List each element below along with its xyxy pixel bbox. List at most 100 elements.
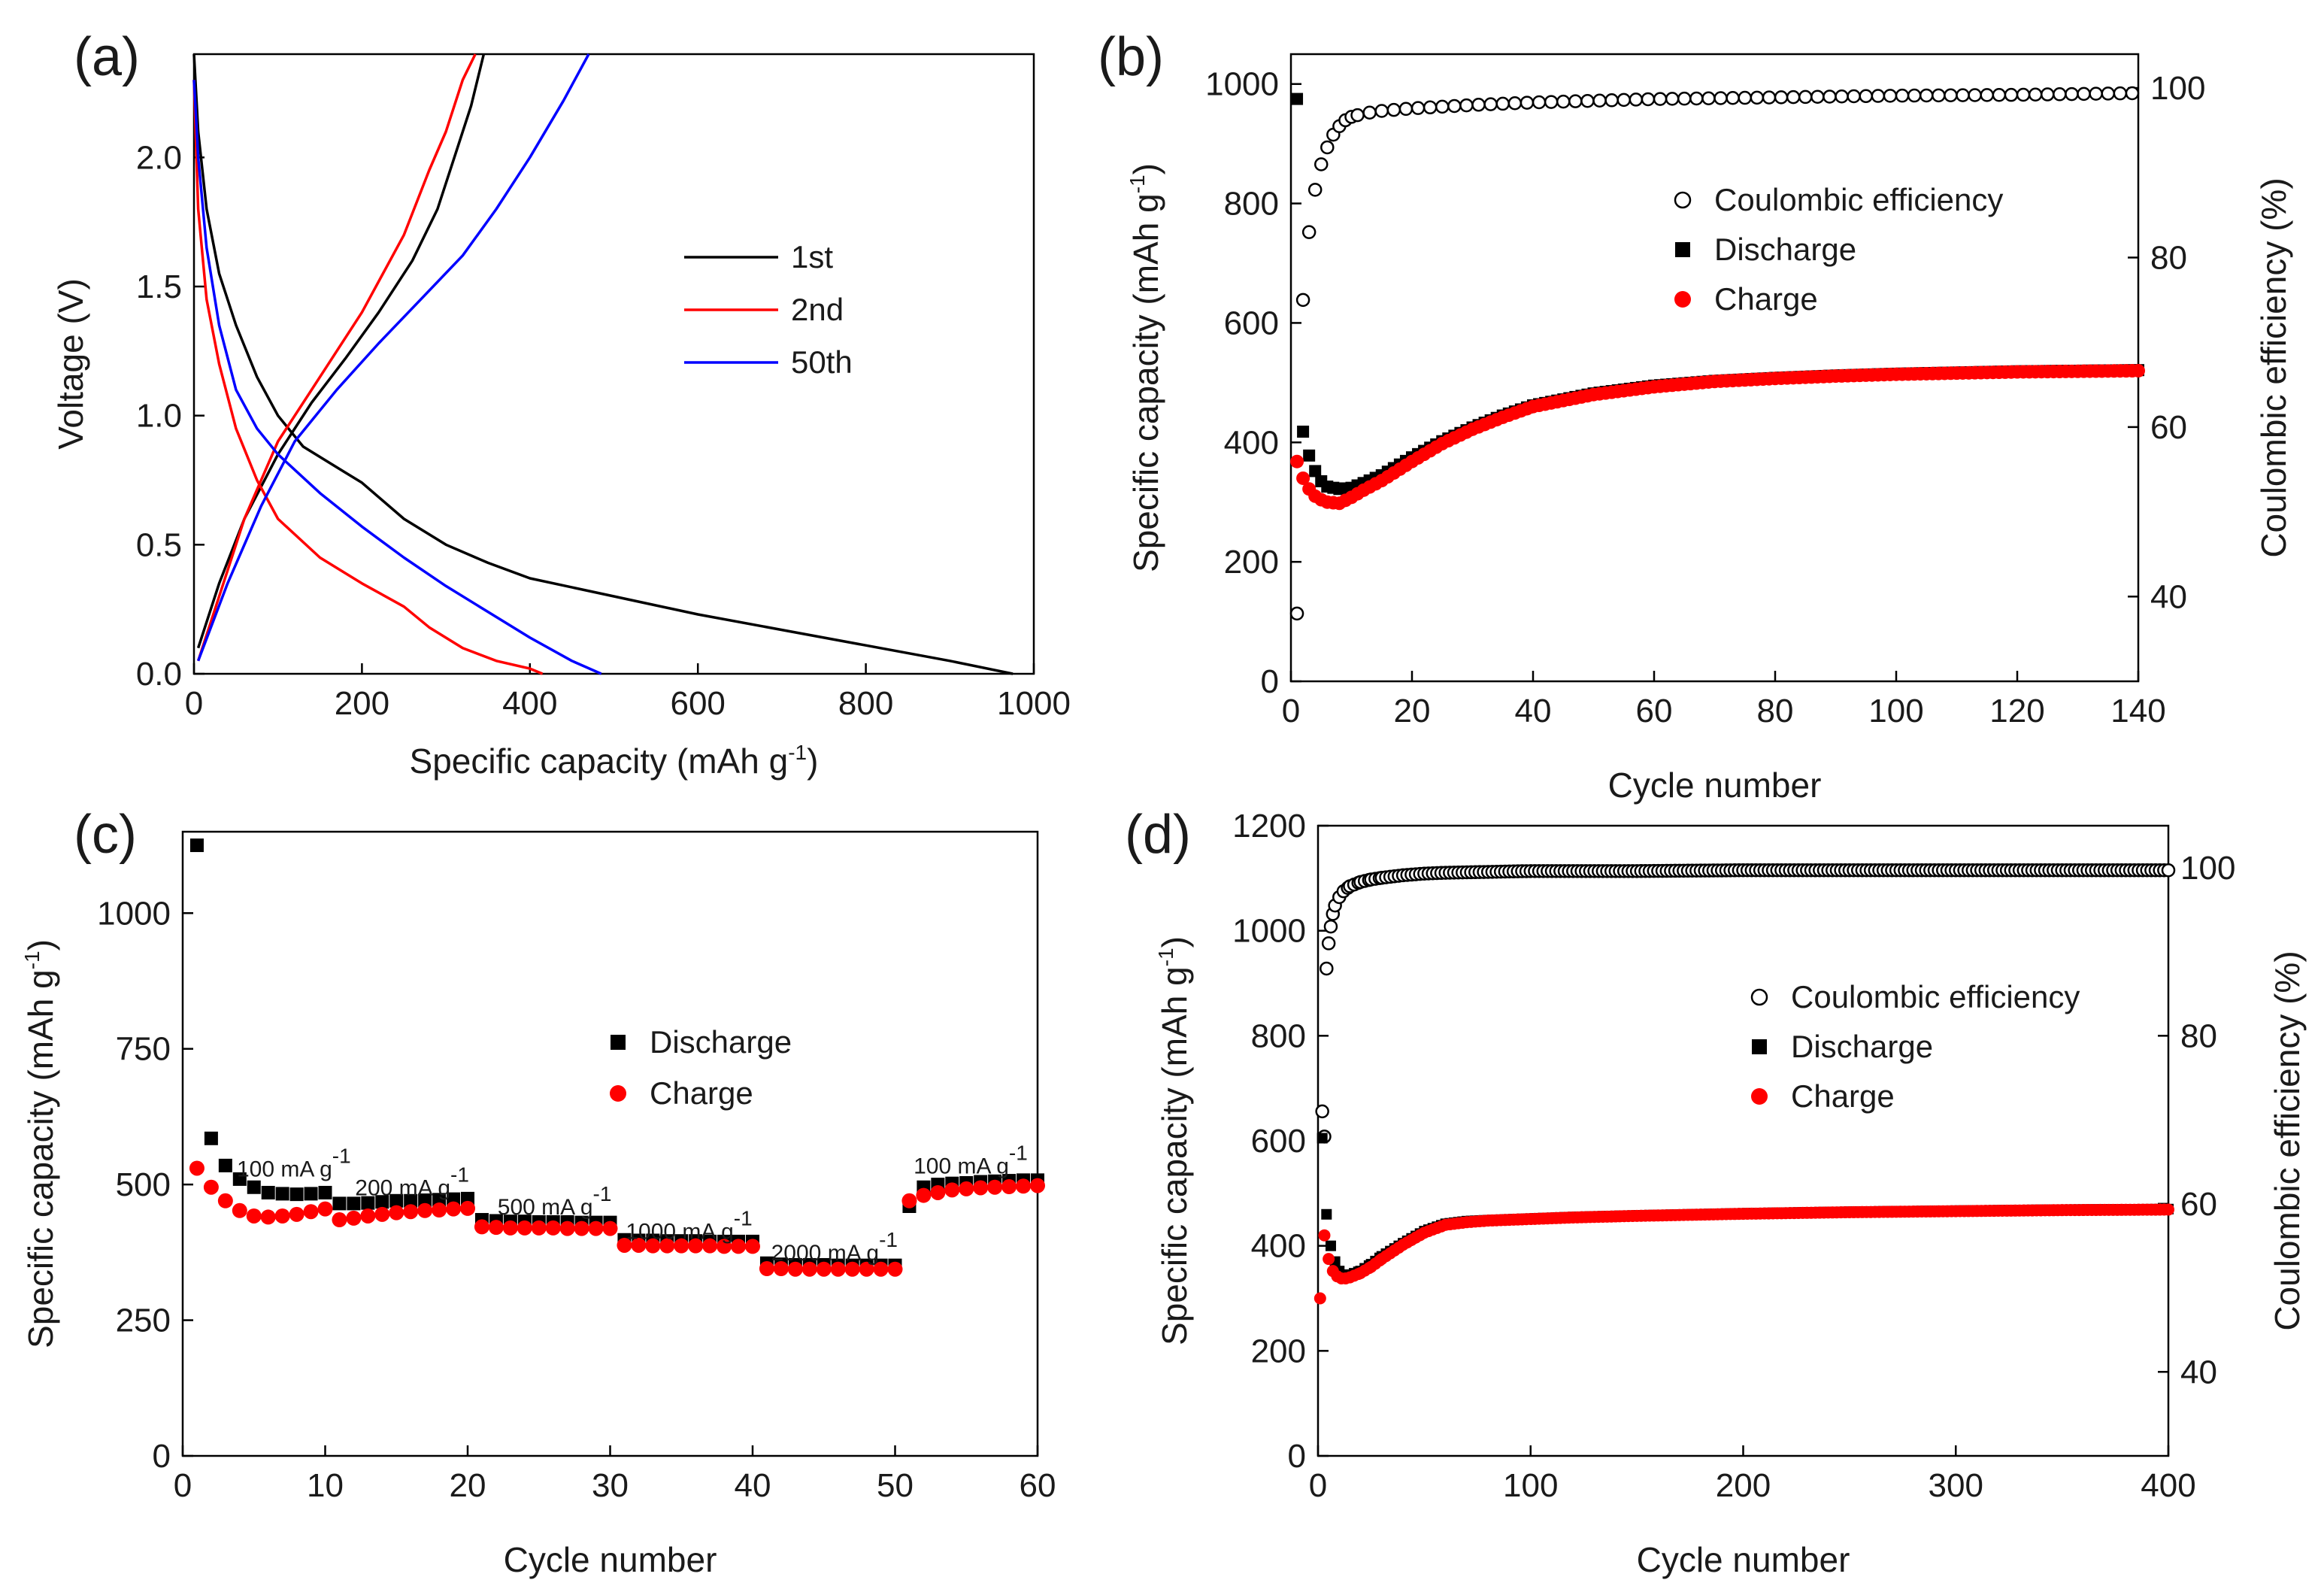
panel-c-ytick-label: 1000 (97, 895, 171, 932)
panel-c-point-charge (674, 1238, 689, 1254)
panel-d-point-discharge (1317, 1133, 1328, 1144)
panel-d-legend-label: Discharge (1791, 1029, 1933, 1064)
panel-b-point-coulombic-efficiency (1871, 89, 1886, 103)
panel-b-legend-marker (1675, 242, 1690, 257)
panel-a-curve-50th-discharge (192, 80, 602, 675)
panel-c-point-charge (246, 1208, 262, 1224)
panel-b-point-coulombic-efficiency (1956, 88, 1970, 102)
panel-c-legend-marker (610, 1085, 626, 1102)
panel-c-point-charge (417, 1202, 433, 1218)
panel-c-point-charge (645, 1238, 661, 1254)
panel-c-point-charge (617, 1237, 632, 1253)
panel-c-point-discharge (332, 1196, 347, 1211)
panel-a-curve-2nd-charge (196, 53, 477, 662)
panel-c-point-charge (474, 1219, 489, 1235)
panel-c-point-charge (787, 1261, 803, 1277)
panel-c-point-discharge (218, 1158, 232, 1172)
panel-c-rate-annotation: 500 mA g-1 (498, 1182, 612, 1220)
panel-c-point-discharge (432, 1193, 447, 1207)
panel-c-point-charge (374, 1206, 390, 1222)
panel-b-ytick-label: 800 (1224, 186, 1279, 223)
panel-c-point-charge (773, 1261, 789, 1276)
panel-c-ytick-label: 500 (116, 1166, 171, 1203)
panel-c-point-charge (816, 1261, 832, 1277)
panel-b-point-coulombic-efficiency (1374, 104, 1389, 118)
panel-b-point-coulombic-efficiency (1883, 89, 1898, 103)
panel-b-point-coulombic-efficiency (1701, 91, 1716, 105)
panel-c-point-discharge (375, 1195, 389, 1209)
panel-c-point-discharge (275, 1187, 289, 1201)
panel-b-ytick-label: 200 (1224, 544, 1279, 581)
panel-c-point-charge (446, 1201, 462, 1217)
panel-d-point-coulombic-efficiency (1320, 961, 1334, 976)
panel-b-point-coulombic-efficiency (1580, 93, 1595, 108)
panel-d-y2tick-label: 100 (2180, 850, 2235, 887)
panel-c-point-charge (432, 1202, 447, 1218)
panel-b-ylabel: Specific capacity (mAh g-1) (1126, 163, 1165, 572)
panel-b-point-coulombic-efficiency (1944, 88, 1958, 102)
panel-d-ytick-label: 0 (1288, 1438, 1306, 1475)
panel-b-letter: (b) (1098, 27, 1164, 87)
panel-b-point-coulombic-efficiency (1641, 92, 1656, 107)
panel-b-point-coulombic-efficiency (1689, 91, 1704, 106)
panel-c-point-charge (389, 1205, 405, 1221)
panel-d-y2tick-label: 60 (2180, 1186, 2217, 1223)
panel-b-point-coulombic-efficiency (1677, 91, 1692, 106)
panel-d-xtick-label: 100 (1503, 1467, 1558, 1504)
panel-d-point-charge (1323, 1253, 1335, 1266)
panel-c-point-charge (588, 1221, 604, 1236)
panel-c-ytick-label: 750 (116, 1031, 171, 1068)
panel-b-point-coulombic-efficiency (1556, 94, 1571, 109)
panel-c-point-charge (801, 1261, 817, 1277)
panel-d-ytick-label: 1000 (1232, 913, 1306, 950)
panel-b-xtick-label: 60 (1636, 693, 1673, 729)
panel-b-point-coulombic-efficiency (1798, 89, 1813, 105)
panel-b-cycling-performance: 0 20 40 60 80 100 120 140 0 200 400 600 800 1000 40 60 8… (1098, 27, 2293, 805)
panel-b-point-coulombic-efficiency (1847, 89, 1861, 104)
panel-b-point-coulombic-efficiency (1859, 89, 1873, 104)
panel-a-legend-label: 50th (791, 344, 853, 380)
panel-a-curve-50th-charge (196, 53, 590, 662)
panel-c-point-discharge (232, 1172, 247, 1186)
panel-c-point-charge (759, 1261, 774, 1276)
panel-c-point-charge (260, 1209, 276, 1225)
panel-b-xtick-label: 40 (1515, 693, 1552, 729)
panel-c-point-charge (659, 1238, 675, 1254)
panel-c-legend-marker (611, 1035, 626, 1050)
panel-c-point-discharge (204, 1131, 218, 1145)
panel-b-point-coulombic-efficiency (1507, 96, 1523, 111)
panel-b-point-coulombic-efficiency (1604, 93, 1619, 108)
panel-b-point-charge (1290, 454, 1304, 469)
panel-b-point-coulombic-efficiency (1762, 90, 1777, 105)
panel-c-point-discharge (304, 1187, 318, 1201)
panel-d-point-discharge (1325, 1240, 1336, 1251)
panel-a-ytick-label: 1.5 (136, 268, 182, 305)
panel-d-y2tick-label: 40 (2180, 1354, 2217, 1390)
panel-b-xtick-label: 140 (2110, 693, 2165, 729)
panel-c-legend-label: Charge (650, 1075, 753, 1111)
panel-c-xlabel: Cycle number (504, 1540, 717, 1579)
panel-b-point-coulombic-efficiency (1616, 92, 1631, 108)
panel-b-point-coulombic-efficiency (1653, 92, 1668, 106)
panel-b-point-discharge (1309, 465, 1322, 478)
panel-c-rate-annotation: 2000 mA g-1 (771, 1228, 898, 1266)
panel-b-ytick-label: 1000 (1205, 66, 1279, 103)
panel-d-point-coulombic-efficiency (2161, 863, 2176, 878)
panel-d-ytick-label: 600 (1251, 1123, 1306, 1160)
panel-c-point-charge (517, 1220, 532, 1236)
panel-b-point-coulombic-efficiency (2113, 86, 2128, 101)
panel-c-point-charge (745, 1239, 760, 1254)
panel-c-point-charge (460, 1200, 475, 1216)
panel-b-point-coulombic-efficiency (1835, 89, 1849, 104)
panel-d-xtick-label: 0 (1309, 1467, 1327, 1504)
panel-c-point-charge (574, 1221, 589, 1236)
panel-d-point-charge (1313, 1292, 1326, 1305)
panel-c-point-charge (488, 1220, 504, 1236)
panel-a-xtick-label: 1000 (997, 685, 1071, 722)
panel-b-point-coulombic-efficiency (1386, 102, 1401, 117)
panel-b-point-coulombic-efficiency (2041, 87, 2055, 102)
panel-c-point-charge (987, 1179, 1003, 1195)
panel-c-xtick-label: 0 (174, 1467, 192, 1504)
panel-c-xtick-label: 40 (735, 1467, 771, 1504)
